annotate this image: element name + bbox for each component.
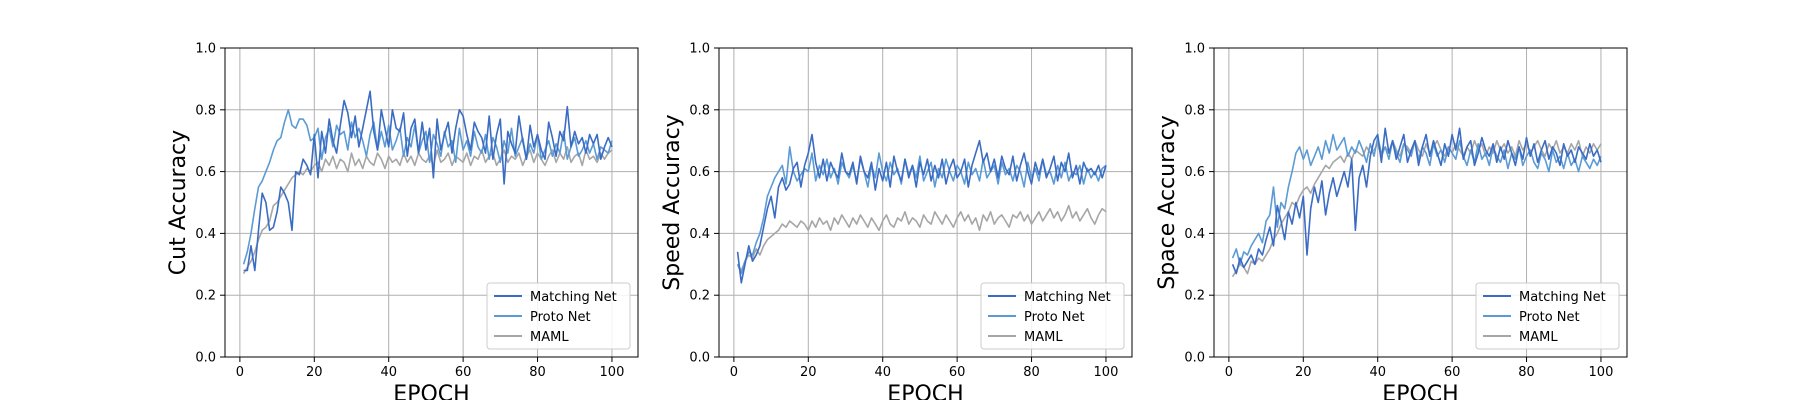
y-tick-label: 0.2 (689, 289, 710, 304)
legend-box (980, 282, 1125, 350)
axes-frame (718, 47, 1133, 358)
x-tick-label: 40 (874, 365, 891, 380)
chart-panel-2: 0 20 40 60 80 100 0.0 0.2 0.4 0.6 0.8 1.0 EPOCH Speed… (660, 42, 1133, 400)
legend-label: Proto Net (530, 310, 591, 325)
y-tick-label: 0.0 (689, 351, 710, 366)
x-tick-label: 80 (1023, 365, 1040, 380)
series-line-maml (242, 146, 613, 275)
chart-panel-3: 0 20 40 60 80 100 0.0 0.2 0.4 0.6 0.8 1.0 EPOCH Space… (1155, 42, 1628, 400)
legend-label: Proto Net (1519, 310, 1580, 325)
x-tick-label: 80 (1518, 365, 1535, 380)
y-axis-label: Cut Accuracy (166, 130, 191, 275)
series-line-maml (1231, 139, 1602, 278)
series-line-matching-net (243, 90, 613, 272)
x-tick-label: 60 (949, 365, 966, 380)
y-tick-label: 0.8 (689, 103, 710, 118)
x-tick-label: 100 (1094, 365, 1119, 380)
x-tick-label: 0 (1225, 365, 1233, 380)
legend-label: Matching Net (530, 290, 617, 305)
y-tick-label: 0.4 (1184, 227, 1205, 242)
y-axis-label: Space Accuracy (1155, 115, 1180, 289)
x-tick-label: 40 (1369, 365, 1386, 380)
legend: Matching Net Proto Net MAML (1475, 282, 1620, 350)
x-axis-label: EPOCH (393, 382, 469, 400)
x-tick-label: 100 (1589, 365, 1614, 380)
y-tick-label: 0.6 (689, 165, 710, 180)
y-tick-label: 1.0 (195, 42, 216, 57)
y-axis-label: Speed Accuracy (660, 114, 685, 290)
legend-box (486, 282, 631, 350)
legend-label: MAML (1024, 330, 1063, 345)
axes-frame (1213, 47, 1628, 358)
x-tick-label: 60 (1444, 365, 1461, 380)
x-tick-label: 20 (306, 365, 323, 380)
y-tick-label: 0.6 (195, 165, 216, 180)
y-tick-label: 0.4 (195, 227, 216, 242)
x-tick-label: 60 (455, 365, 472, 380)
legend-label: Matching Net (1519, 290, 1606, 305)
legend-label: MAML (1519, 330, 1558, 345)
y-tick-label: 0.8 (1184, 103, 1205, 118)
chart-panel-1: 0 20 40 60 80 100 0.0 0.2 0.4 0.6 0.8 1.0 EPOCH Cut A… (166, 42, 639, 400)
x-tick-label: 20 (800, 365, 817, 380)
y-tick-label: 0.8 (195, 103, 216, 118)
y-tick-label: 1.0 (689, 42, 710, 57)
x-tick-label: 40 (380, 365, 397, 380)
series-line-matching-net (736, 133, 1107, 284)
y-tick-label: 0.0 (1184, 351, 1205, 366)
legend: Matching Net Proto Net MAML (486, 282, 631, 350)
series-line-proto-net (242, 109, 613, 265)
y-tick-label: 1.0 (1184, 42, 1205, 57)
series-line-matching-net (1231, 127, 1602, 275)
x-axis-label: EPOCH (887, 382, 963, 400)
y-tick-label: 0.6 (1184, 165, 1205, 180)
x-tick-label: 20 (1295, 365, 1312, 380)
x-tick-label: 0 (730, 365, 738, 380)
x-tick-label: 80 (529, 365, 546, 380)
legend-label: MAML (530, 330, 569, 345)
y-tick-label: 0.2 (195, 289, 216, 304)
legend-label: Proto Net (1024, 310, 1085, 325)
legend: Matching Net Proto Net MAML (980, 282, 1125, 350)
y-tick-label: 0.0 (195, 351, 216, 366)
axes-frame (224, 47, 639, 358)
x-axis-label: EPOCH (1382, 382, 1458, 400)
x-tick-label: 0 (236, 365, 244, 380)
legend-label: Matching Net (1024, 290, 1111, 305)
y-tick-label: 0.2 (1184, 289, 1205, 304)
y-tick-label: 0.4 (689, 227, 710, 242)
x-tick-label: 100 (600, 365, 625, 380)
legend-box (1475, 282, 1620, 350)
series-line-maml (736, 204, 1107, 272)
